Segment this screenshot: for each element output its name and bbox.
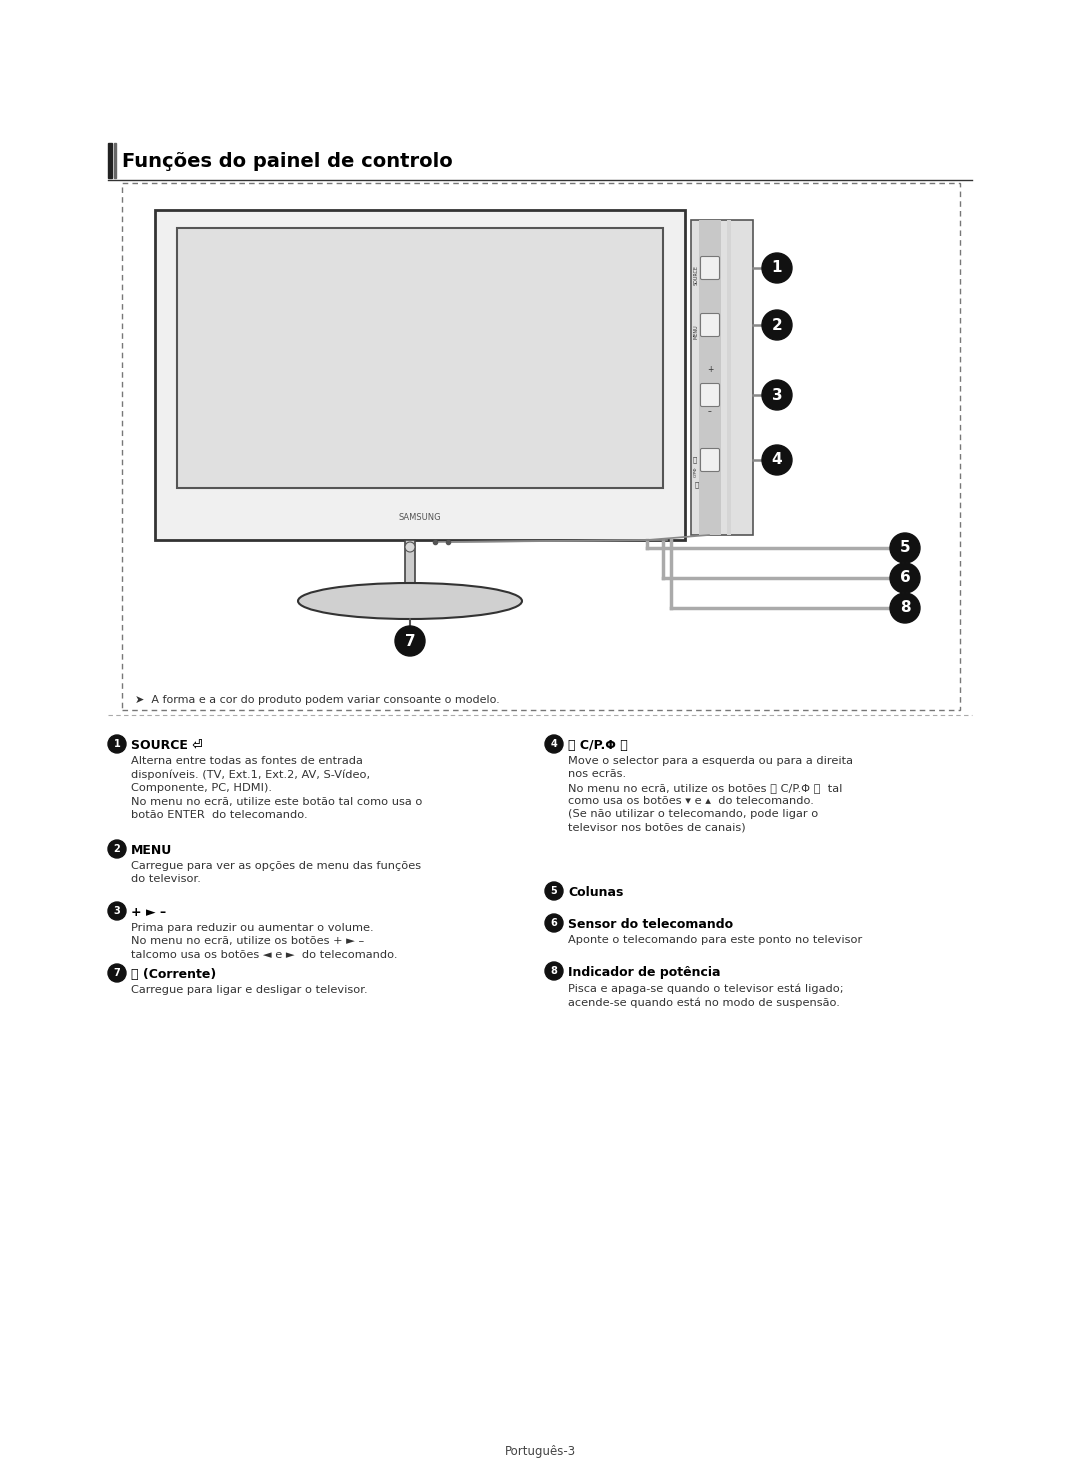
- Ellipse shape: [298, 583, 522, 620]
- Text: 6: 6: [900, 571, 910, 586]
- Text: Português-3: Português-3: [504, 1446, 576, 1457]
- FancyBboxPatch shape: [701, 256, 719, 280]
- Text: Move o selector para a esquerda ou para a direita
nos ecrãs.
No menu no ecrã, ut: Move o selector para a esquerda ou para …: [568, 757, 853, 833]
- Text: Indicador de potência: Indicador de potência: [568, 966, 720, 979]
- Text: Sensor do telecomando: Sensor do telecomando: [568, 919, 733, 930]
- Text: –: –: [708, 408, 712, 417]
- Text: MENU: MENU: [131, 843, 172, 857]
- Text: 6: 6: [551, 919, 557, 927]
- Bar: [405, 540, 415, 584]
- Text: 7: 7: [405, 633, 416, 649]
- Circle shape: [762, 253, 792, 283]
- Circle shape: [405, 542, 415, 552]
- FancyBboxPatch shape: [701, 449, 719, 471]
- Text: C/PΦ: C/PΦ: [694, 467, 698, 477]
- Bar: [727, 219, 731, 534]
- Text: 2: 2: [771, 318, 782, 333]
- Text: Alterna entre todas as fontes de entrada
disponíveis. (TV, Ext.1, Ext.2, AV, S-V: Alterna entre todas as fontes de entrada…: [131, 757, 422, 820]
- Text: 2: 2: [113, 843, 120, 854]
- Circle shape: [545, 914, 563, 932]
- FancyBboxPatch shape: [701, 384, 719, 406]
- Text: +: +: [706, 365, 713, 374]
- Text: Aponte o telecomando para este ponto no televisor: Aponte o telecomando para este ponto no …: [568, 935, 862, 945]
- Text: + ► –: + ► –: [131, 905, 166, 919]
- Text: MENU: MENU: [693, 325, 699, 340]
- Text: 7: 7: [113, 969, 120, 977]
- Circle shape: [108, 841, 126, 858]
- Text: Pisca e apaga-se quando o televisor está ligado;
acende-se quando está no modo d: Pisca e apaga-se quando o televisor está…: [568, 983, 843, 1007]
- Circle shape: [762, 445, 792, 475]
- Circle shape: [545, 882, 563, 899]
- Bar: [691, 219, 753, 534]
- Text: 8: 8: [900, 601, 910, 615]
- Text: ⏻ (Corrente): ⏻ (Corrente): [131, 969, 216, 980]
- Text: 〈: 〈: [693, 456, 697, 464]
- Bar: [177, 228, 663, 489]
- Text: ➤  A forma e a cor do produto podem variar consoante o modelo.: ➤ A forma e a cor do produto podem varia…: [135, 695, 500, 705]
- Text: 1: 1: [113, 739, 120, 749]
- Circle shape: [108, 964, 126, 982]
- Text: Carregue para ligar e desligar o televisor.: Carregue para ligar e desligar o televis…: [131, 985, 367, 995]
- Text: Prima para reduzir ou aumentar o volume.
No menu no ecrã, utilize os botões + ► : Prima para reduzir ou aumentar o volume.…: [131, 923, 397, 960]
- Text: 5: 5: [551, 886, 557, 896]
- Text: 3: 3: [772, 387, 782, 402]
- Bar: [114, 143, 116, 178]
- Text: 4: 4: [772, 452, 782, 468]
- Circle shape: [108, 902, 126, 920]
- Text: 〉: 〉: [694, 481, 699, 489]
- Text: 1: 1: [772, 261, 782, 275]
- Circle shape: [545, 963, 563, 980]
- Circle shape: [395, 626, 426, 657]
- Text: SOURCE ⏎: SOURCE ⏎: [131, 739, 203, 752]
- FancyBboxPatch shape: [701, 314, 719, 337]
- Text: Funções do painel de controlo: Funções do painel de controlo: [122, 152, 453, 171]
- Circle shape: [890, 593, 920, 623]
- Circle shape: [890, 562, 920, 593]
- Circle shape: [890, 533, 920, 562]
- Text: SAMSUNG: SAMSUNG: [399, 514, 442, 523]
- Text: Carregue para ver as opções de menu das funções
do televisor.: Carregue para ver as opções de menu das …: [131, 861, 421, 885]
- Circle shape: [762, 311, 792, 340]
- Bar: [122, 183, 960, 710]
- Circle shape: [545, 735, 563, 754]
- Bar: [108, 143, 112, 178]
- Text: 〈 C/P.Φ 〉: 〈 C/P.Φ 〉: [568, 739, 627, 752]
- Text: Colunas: Colunas: [568, 886, 623, 899]
- Bar: [699, 219, 721, 534]
- Text: 5: 5: [900, 540, 910, 555]
- Text: 8: 8: [551, 966, 557, 976]
- Text: 3: 3: [113, 905, 120, 916]
- Text: 4: 4: [551, 739, 557, 749]
- Bar: [156, 210, 685, 540]
- Circle shape: [762, 380, 792, 411]
- Circle shape: [108, 735, 126, 754]
- Text: SOURCE: SOURCE: [693, 265, 699, 286]
